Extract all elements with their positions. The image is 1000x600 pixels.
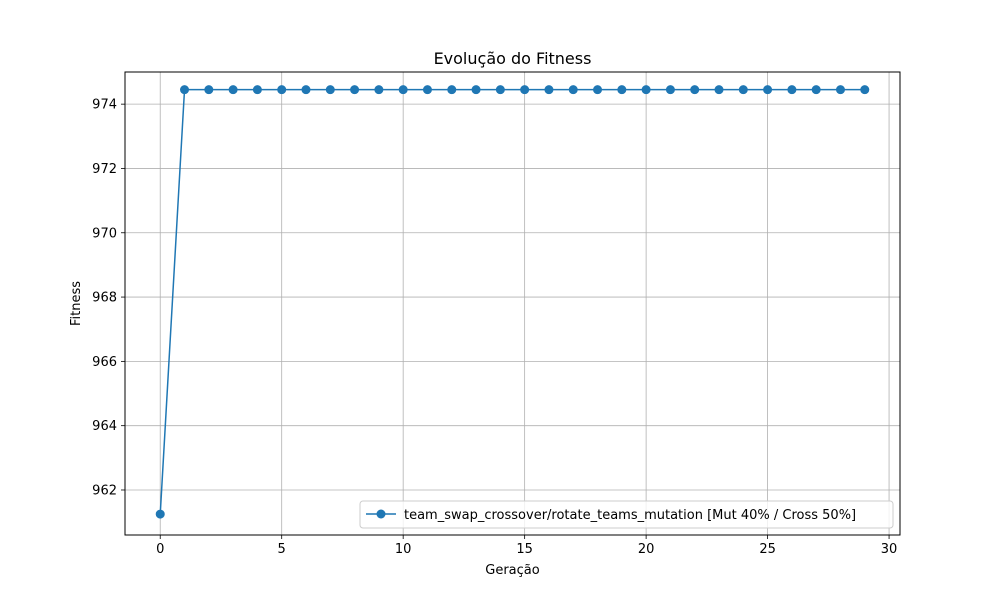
data-point [374, 85, 384, 95]
data-point [690, 85, 700, 95]
data-point [593, 85, 603, 95]
x-tick-label: 25 [759, 542, 776, 557]
x-axis-label: Geração [485, 563, 539, 578]
data-point [471, 85, 481, 95]
y-tick-label: 972 [92, 162, 117, 177]
data-point [495, 85, 505, 95]
y-axis-label: Fitness [69, 281, 84, 326]
data-point [204, 85, 214, 95]
y-axis: 962 964 966 968 970 972 974 [92, 98, 125, 498]
data-point [787, 85, 797, 95]
legend-entry-label: team_swap_crossover/rotate_teams_mutatio… [404, 508, 856, 523]
data-point [738, 85, 748, 95]
data-point [180, 85, 190, 95]
y-tick-label: 968 [92, 291, 117, 306]
data-point [350, 85, 360, 95]
x-tick-label: 5 [278, 542, 286, 557]
y-tick-label: 964 [92, 419, 117, 434]
data-point [835, 85, 845, 95]
data-point [277, 85, 287, 95]
data-point [447, 85, 457, 95]
y-tick-label: 966 [92, 355, 117, 370]
data-point [568, 85, 578, 95]
data-point [252, 85, 262, 95]
series-line [159, 88, 865, 515]
data-point [422, 85, 432, 95]
data-point [228, 85, 238, 95]
data-point [714, 85, 724, 95]
data-point [811, 85, 821, 95]
x-tick-label: 0 [156, 542, 164, 557]
data-point [763, 85, 773, 95]
data-point [544, 85, 554, 95]
legend-marker [376, 509, 386, 519]
chart-title: Evolução do Fitness [434, 49, 592, 68]
y-tick-label: 962 [92, 483, 117, 498]
x-tick-label: 30 [881, 542, 898, 557]
data-point [301, 85, 311, 95]
data-point [860, 85, 870, 95]
x-tick-label: 20 [638, 542, 655, 557]
x-tick-label: 15 [516, 542, 533, 557]
y-tick-label: 974 [92, 98, 117, 113]
data-point [520, 85, 530, 95]
legend-box [359, 500, 894, 529]
grid-lines [125, 72, 900, 535]
y-tick-label: 970 [92, 226, 117, 241]
x-tick-label: 10 [395, 542, 412, 557]
data-point [665, 85, 675, 95]
series-layer [155, 85, 870, 519]
data-point [325, 85, 335, 95]
data-point [398, 85, 408, 95]
x-axis: 0 5 10 15 20 25 30 [156, 535, 897, 557]
plot-frame [124, 71, 901, 536]
data-point [617, 85, 627, 95]
legend: team_swap_crossover/rotate_teams_mutatio… [359, 500, 894, 529]
data-point [641, 85, 651, 95]
data-point [155, 509, 165, 519]
